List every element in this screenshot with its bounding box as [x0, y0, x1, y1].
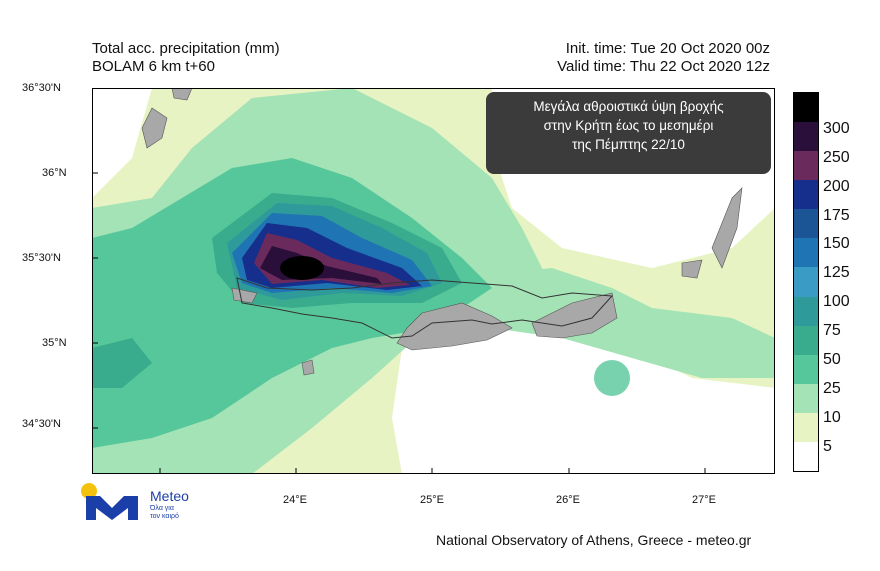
legend-cell — [794, 93, 818, 123]
info-banner: Μεγάλα αθροιστικά ύψη βροχής στην Κρήτη … — [486, 92, 771, 174]
legend-label-125: 125 — [823, 264, 850, 281]
land-west-crete — [231, 287, 258, 304]
legend-label-175: 175 — [823, 207, 850, 224]
lat-label-35: 35°N — [42, 337, 67, 349]
legend-label-10: 10 — [823, 409, 841, 426]
legend-label-200: 200 — [823, 178, 850, 195]
init-time: Init. time: Tue 20 Oct 2020 00z — [565, 40, 770, 57]
lat-label-35-30: 35°30'N — [22, 252, 61, 264]
dry-area-northwest — [92, 88, 152, 198]
legend-cell — [794, 325, 818, 355]
map-title: Total acc. precipitation (mm) BOLAM 6 km… — [92, 40, 280, 76]
precip-patch-east — [594, 360, 630, 396]
map-frame — [92, 88, 775, 474]
legend-label-100: 100 — [823, 293, 850, 310]
legend-cell — [794, 151, 818, 181]
land-karpathos — [711, 187, 743, 269]
lon-label-26: 26°E — [556, 494, 580, 506]
crete-coastline — [236, 277, 614, 339]
legend-cell — [794, 383, 818, 413]
dry-area-southeast — [392, 318, 775, 474]
legend-cell — [794, 238, 818, 268]
lon-label-24: 24°E — [283, 494, 307, 506]
legend-label-50: 50 — [823, 351, 841, 368]
land-north-islet — [171, 88, 193, 101]
logo-tagline-2: τον καιρό — [150, 513, 179, 520]
banner-line-2: στην Κρήτη έως το μεσημέρι — [543, 118, 714, 133]
meteo-logo[interactable]: Meteo Όλα για τον καιρό — [80, 482, 200, 526]
land-kasos — [681, 259, 703, 279]
legend-cell — [794, 412, 818, 442]
legend-label-25: 25 — [823, 380, 841, 397]
legend-cell — [794, 354, 818, 384]
legend-label-300: 300 — [823, 120, 850, 137]
precip-area-10mm-east — [452, 268, 775, 378]
legend-label-75: 75 — [823, 322, 841, 339]
legend-label-250: 250 — [823, 149, 850, 166]
legend-cell — [794, 209, 818, 239]
legend-cell — [794, 122, 818, 152]
legend-label-5: 5 — [823, 438, 832, 455]
lon-label-25: 25°E — [420, 494, 444, 506]
title-line-2: BOLAM 6 km t+60 — [92, 58, 215, 75]
color-legend-bar — [793, 92, 819, 472]
lon-label-27: 27°E — [692, 494, 716, 506]
lat-label-36-30: 36°30'N — [22, 82, 61, 94]
precip-area-50mm-west — [92, 338, 152, 388]
precip-max-core — [280, 256, 324, 280]
valid-time: Valid time: Thu 22 Oct 2020 12z — [557, 58, 770, 75]
footer-credit: National Observatory of Athens, Greece -… — [436, 532, 752, 548]
legend-cell — [794, 441, 818, 472]
legend-cell — [794, 180, 818, 210]
legend-cell — [794, 267, 818, 297]
lat-label-34-30: 34°30'N — [22, 418, 61, 430]
time-info: Init. time: Tue 20 Oct 2020 00z Valid ti… — [430, 40, 770, 76]
land-east-crete-2 — [531, 292, 618, 339]
banner-line-3: της Πέμπτης 22/10 — [572, 137, 685, 152]
logo-tagline-1: Όλα για — [150, 505, 174, 512]
land-east-crete — [396, 302, 513, 351]
title-line-1: Total acc. precipitation (mm) — [92, 40, 280, 57]
lat-label-36: 36°N — [42, 167, 67, 179]
land-gavdos — [301, 359, 315, 376]
legend-cell — [794, 296, 818, 326]
banner-line-1: Μεγάλα αθροιστικά ύψη βροχής — [533, 99, 724, 114]
logo-name: Meteo — [150, 488, 189, 504]
meteo-logo-icon — [81, 483, 138, 520]
legend-label-150: 150 — [823, 235, 850, 252]
land-milos — [141, 107, 168, 149]
